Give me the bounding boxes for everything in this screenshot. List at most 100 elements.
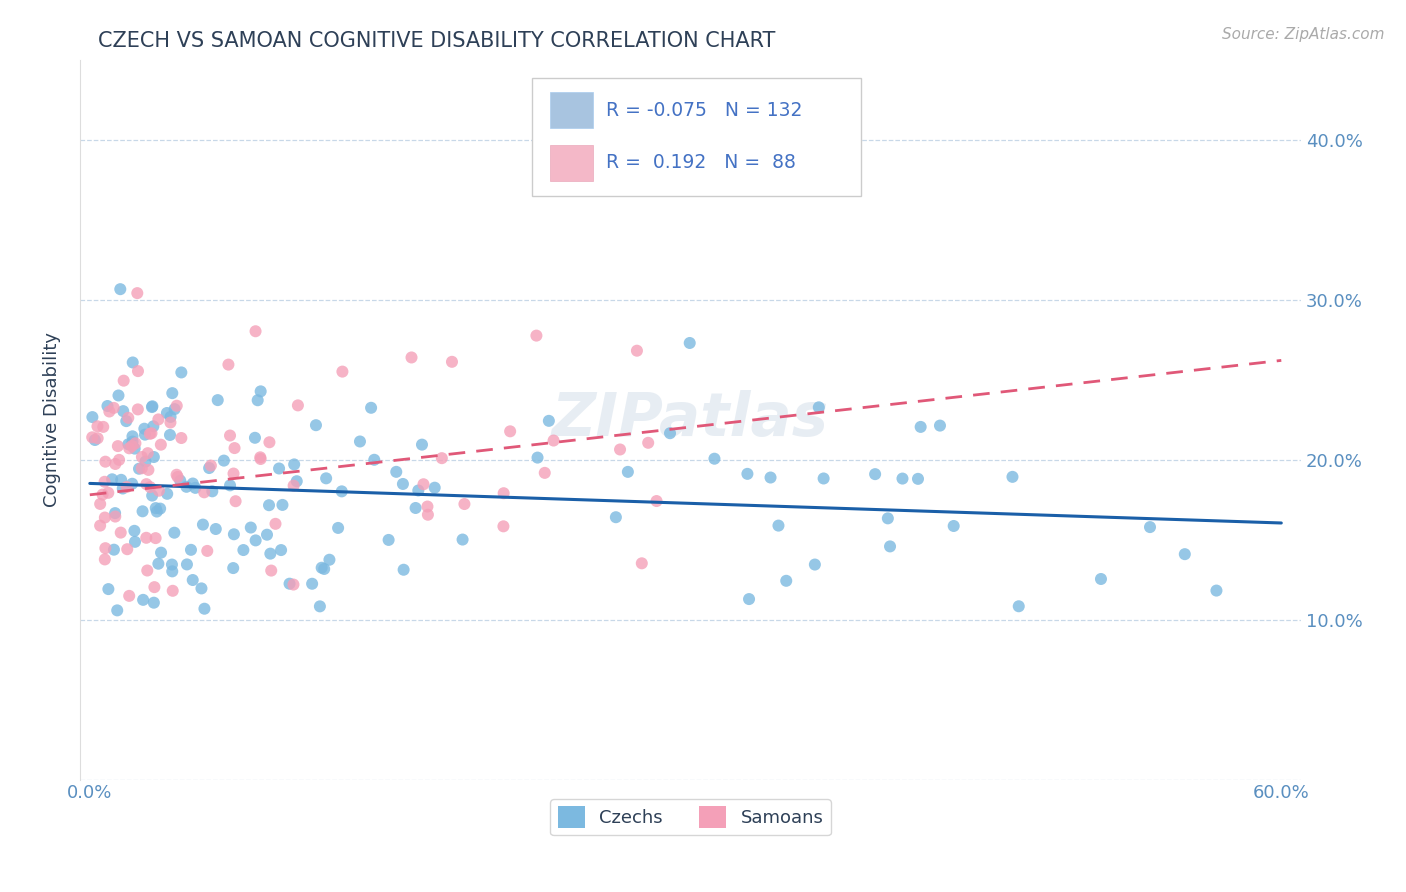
Czechs: [363, 452, 385, 467]
Czechs: [112, 404, 135, 418]
Czechs: [170, 366, 193, 380]
Czechs: [222, 527, 245, 541]
Czechs: [121, 429, 143, 443]
Czechs: [103, 542, 125, 557]
Samoans: [127, 286, 149, 301]
Czechs: [190, 582, 212, 596]
Czechs: [283, 458, 305, 472]
Samoans: [630, 557, 652, 571]
Czechs: [910, 420, 932, 434]
Samoans: [416, 500, 439, 514]
Czechs: [1001, 470, 1024, 484]
Czechs: [891, 472, 914, 486]
Samoans: [118, 442, 141, 456]
Samoans: [245, 324, 267, 338]
Samoans: [170, 431, 193, 445]
Czechs: [146, 504, 169, 518]
Samoans: [533, 466, 555, 480]
Samoans: [526, 328, 548, 343]
Czechs: [605, 510, 627, 524]
Czechs: [142, 596, 165, 610]
Czechs: [257, 498, 280, 512]
Czechs: [141, 489, 163, 503]
Czechs: [207, 393, 229, 408]
Samoans: [440, 355, 463, 369]
FancyBboxPatch shape: [550, 145, 593, 180]
Czechs: [1008, 599, 1031, 614]
Czechs: [929, 418, 952, 433]
Czechs: [617, 465, 640, 479]
Y-axis label: Cognitive Disability: Cognitive Disability: [44, 332, 60, 508]
Czechs: [110, 282, 132, 296]
Samoans: [94, 455, 117, 469]
Czechs: [249, 384, 271, 399]
Czechs: [270, 543, 292, 558]
Czechs: [804, 558, 827, 572]
Czechs: [134, 427, 156, 442]
Samoans: [416, 508, 439, 522]
Czechs: [1139, 520, 1161, 534]
Czechs: [315, 471, 337, 485]
Czechs: [176, 558, 198, 572]
Samoans: [112, 374, 135, 388]
Czechs: [876, 511, 898, 525]
Czechs: [145, 501, 167, 516]
Czechs: [1174, 547, 1197, 561]
Samoans: [219, 428, 242, 442]
Samoans: [412, 477, 434, 491]
Samoans: [637, 435, 659, 450]
Czechs: [82, 410, 104, 425]
Samoans: [93, 475, 115, 489]
Czechs: [204, 522, 226, 536]
Czechs: [907, 472, 929, 486]
Czechs: [159, 428, 181, 442]
Czechs: [267, 461, 290, 475]
Czechs: [768, 518, 790, 533]
Czechs: [184, 481, 207, 495]
Samoans: [131, 450, 153, 464]
Samoans: [118, 589, 141, 603]
Czechs: [163, 402, 186, 417]
Samoans: [260, 564, 283, 578]
Czechs: [115, 414, 138, 428]
Czechs: [134, 454, 156, 468]
Czechs: [97, 582, 120, 596]
Samoans: [115, 480, 138, 494]
Samoans: [166, 467, 188, 482]
Czechs: [110, 473, 132, 487]
Czechs: [385, 465, 408, 479]
Czechs: [156, 406, 179, 420]
Czechs: [149, 501, 172, 516]
Czechs: [159, 409, 181, 424]
Samoans: [249, 452, 271, 467]
Czechs: [176, 480, 198, 494]
Czechs: [169, 474, 191, 488]
Czechs: [679, 336, 702, 351]
Czechs: [278, 576, 301, 591]
Czechs: [526, 450, 548, 465]
Samoans: [117, 410, 139, 425]
Czechs: [314, 562, 336, 576]
Czechs: [1205, 583, 1227, 598]
Czechs: [142, 419, 165, 434]
Samoans: [453, 497, 475, 511]
Czechs: [377, 533, 399, 547]
Text: Source: ZipAtlas.com: Source: ZipAtlas.com: [1222, 27, 1385, 42]
Czechs: [181, 476, 204, 491]
Czechs: [104, 506, 127, 520]
Samoans: [159, 416, 181, 430]
Czechs: [301, 576, 323, 591]
Samoans: [492, 486, 515, 500]
Samoans: [141, 426, 163, 441]
Czechs: [451, 533, 474, 547]
Czechs: [423, 481, 446, 495]
Samoans: [131, 461, 153, 475]
Samoans: [124, 436, 146, 450]
Czechs: [121, 355, 143, 369]
Czechs: [246, 393, 269, 408]
Czechs: [198, 461, 221, 475]
Czechs: [160, 558, 183, 572]
Czechs: [405, 500, 427, 515]
Czechs: [807, 401, 830, 415]
Samoans: [287, 398, 309, 412]
